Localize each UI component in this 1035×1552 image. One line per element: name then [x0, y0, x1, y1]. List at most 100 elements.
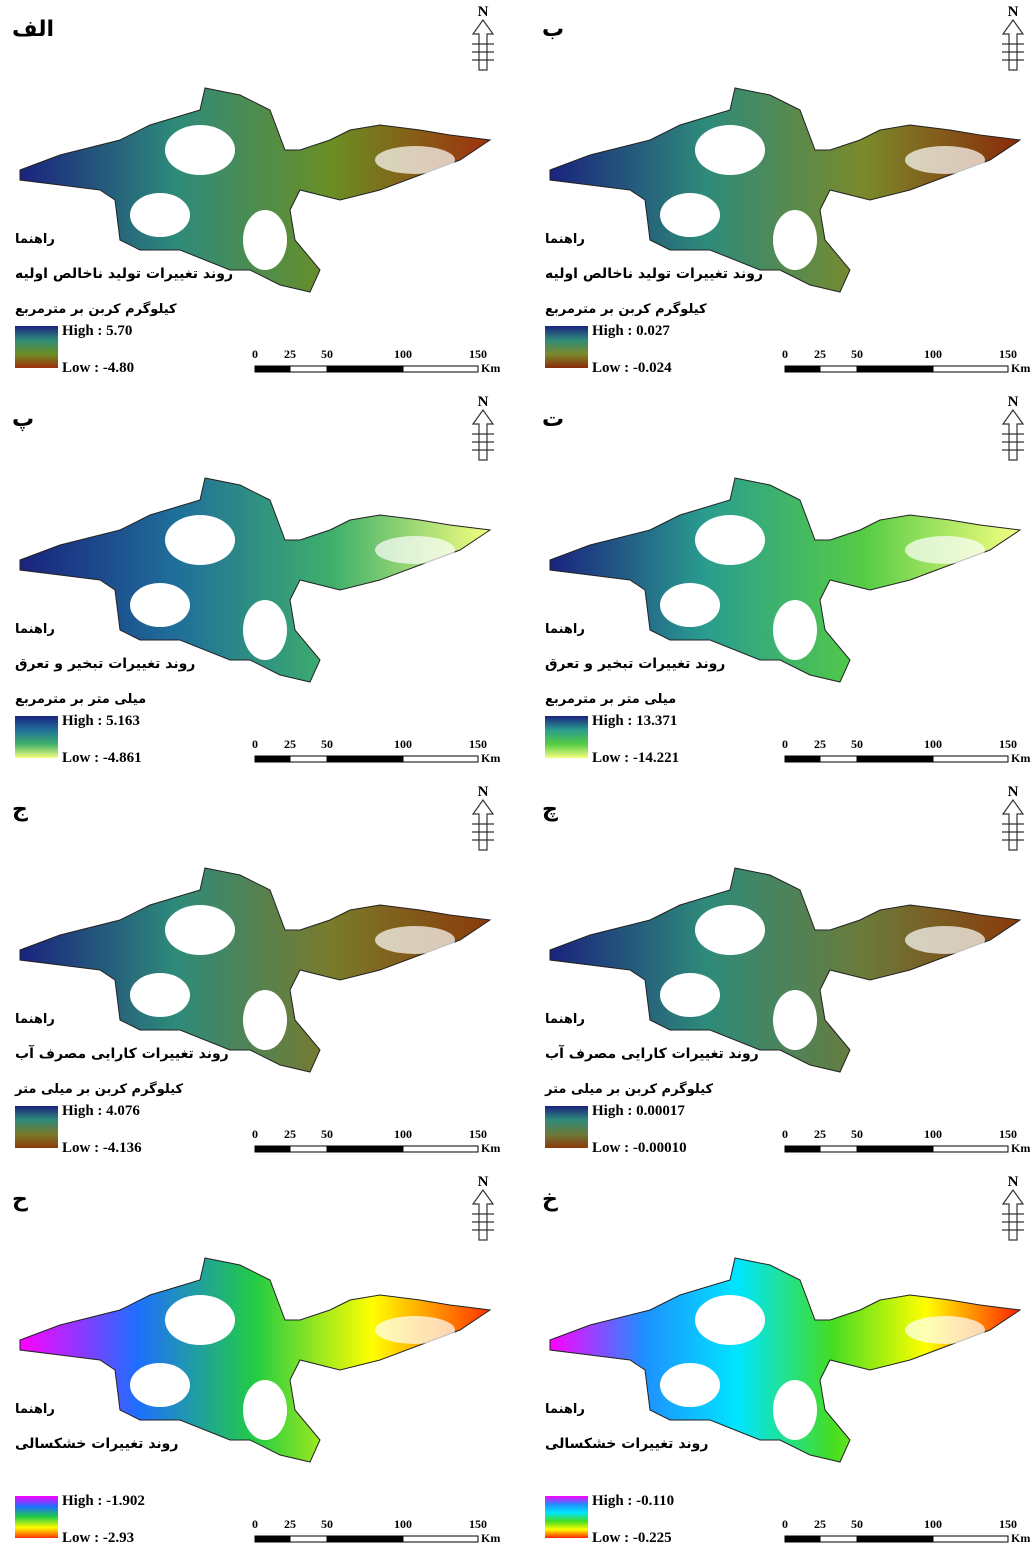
panel-label: ح — [12, 1187, 28, 1212]
legend-title: روند تغییرات تولید ناخالص اولیه — [545, 266, 763, 282]
no-data-area — [165, 905, 235, 955]
legend-title: روند تغییرات تولید ناخالص اولیه — [15, 266, 233, 282]
scale-segment — [933, 366, 1008, 372]
scale-segment — [327, 756, 403, 762]
scale-segment — [857, 1536, 933, 1542]
scale-segment — [933, 1146, 1008, 1152]
no-data-area — [660, 973, 720, 1017]
scale-label: 25 — [284, 347, 296, 361]
legend-heading: راهنما — [15, 622, 55, 637]
scale-label: 50 — [851, 1517, 863, 1531]
north-symbol — [472, 20, 494, 70]
scale-label: 150 — [999, 737, 1017, 751]
no-data-area — [243, 600, 287, 660]
legend-title: روند تغییرات خشکسالی — [545, 1436, 708, 1452]
legend-ramp — [545, 1496, 588, 1538]
no-data-area — [660, 583, 720, 627]
legend-ramp — [545, 326, 588, 368]
scale-unit: Km — [481, 751, 500, 765]
no-data-area — [130, 583, 190, 627]
legend-ramp — [545, 716, 588, 758]
no-data-area — [773, 210, 817, 270]
no-data-area — [905, 146, 985, 174]
scale-label: 50 — [321, 1127, 333, 1141]
legend-low: Low : -4.136 — [62, 1140, 142, 1156]
no-data-area — [695, 1295, 765, 1345]
scale-segment — [327, 1536, 403, 1542]
no-data-area — [660, 193, 720, 237]
north-label: N — [478, 4, 489, 20]
panel-label: خ — [542, 1187, 558, 1212]
north-arrow: N — [1002, 784, 1024, 850]
scale-segment — [255, 366, 290, 372]
legend-ramp — [15, 326, 58, 368]
legend-unit: کیلوگرم کربن بر میلی متر — [544, 1081, 713, 1097]
scale-label: 0 — [252, 737, 258, 751]
legend-low: Low : -4.861 — [62, 750, 142, 766]
scale-label: 50 — [321, 347, 333, 361]
scale-label: 0 — [782, 1517, 788, 1531]
scale-segment — [403, 1536, 478, 1542]
no-data-area — [375, 536, 455, 564]
no-data-area — [165, 1295, 235, 1345]
no-data-area — [773, 990, 817, 1050]
legend-heading: راهنما — [15, 1402, 55, 1417]
legend-low: Low : -4.80 — [62, 360, 134, 376]
north-symbol — [472, 1190, 494, 1240]
north-label: N — [478, 394, 489, 410]
scale-label: 150 — [469, 347, 487, 361]
scale-segment — [327, 366, 403, 372]
scale-label: 25 — [814, 1517, 826, 1531]
scale-segment — [820, 1146, 857, 1152]
no-data-area — [773, 600, 817, 660]
no-data-area — [130, 973, 190, 1017]
scale-label: 0 — [782, 737, 788, 751]
legend-heading: راهنما — [545, 1402, 585, 1417]
scale-unit: Km — [481, 1531, 500, 1545]
scale-segment — [290, 366, 327, 372]
north-arrow: N — [472, 1174, 494, 1240]
legend-ramp — [545, 1106, 588, 1148]
north-symbol — [472, 800, 494, 850]
legend-title: روند تغییرات خشکسالی — [15, 1436, 178, 1452]
scale-segment — [255, 756, 290, 762]
scale-segment — [785, 1536, 820, 1542]
figure: الفNراهنماروند تغییرات تولید ناخالص اولی… — [0, 0, 1035, 1552]
north-symbol — [1002, 20, 1024, 70]
scale-segment — [820, 756, 857, 762]
legend-heading: راهنما — [15, 232, 55, 247]
map-panel: پNراهنماروند تغییرات تبخیر و تعرقمیلی مت… — [12, 394, 500, 766]
no-data-area — [130, 1363, 190, 1407]
scale-label: 100 — [924, 1127, 942, 1141]
scale-segment — [255, 1536, 290, 1542]
no-data-area — [243, 990, 287, 1050]
scale-label: 25 — [814, 737, 826, 751]
scale-label: 100 — [394, 1517, 412, 1531]
scale-segment — [785, 1146, 820, 1152]
scale-segment — [857, 756, 933, 762]
north-arrow: N — [1002, 4, 1024, 70]
scale-segment — [403, 366, 478, 372]
scale-label: 0 — [252, 1127, 258, 1141]
scale-segment — [933, 756, 1008, 762]
scale-label: 100 — [924, 347, 942, 361]
legend-high: High : 4.076 — [62, 1103, 140, 1119]
legend-unit: میلی متر بر مترمربع — [15, 692, 146, 707]
scale-segment — [820, 366, 857, 372]
scale-label: 150 — [999, 1127, 1017, 1141]
scale-segment — [290, 1536, 327, 1542]
no-data-area — [695, 905, 765, 955]
legend-high: High : 13.371 — [592, 713, 677, 729]
map-panel: بNراهنماروند تغییرات تولید ناخالص اولیهک… — [542, 4, 1030, 376]
scale-unit: Km — [1011, 1141, 1030, 1155]
scale-segment — [933, 1536, 1008, 1542]
no-data-area — [243, 1380, 287, 1440]
panel-label: ت — [542, 407, 564, 432]
legend-ramp — [15, 1106, 58, 1148]
scale-label: 25 — [284, 737, 296, 751]
scale-segment — [785, 366, 820, 372]
